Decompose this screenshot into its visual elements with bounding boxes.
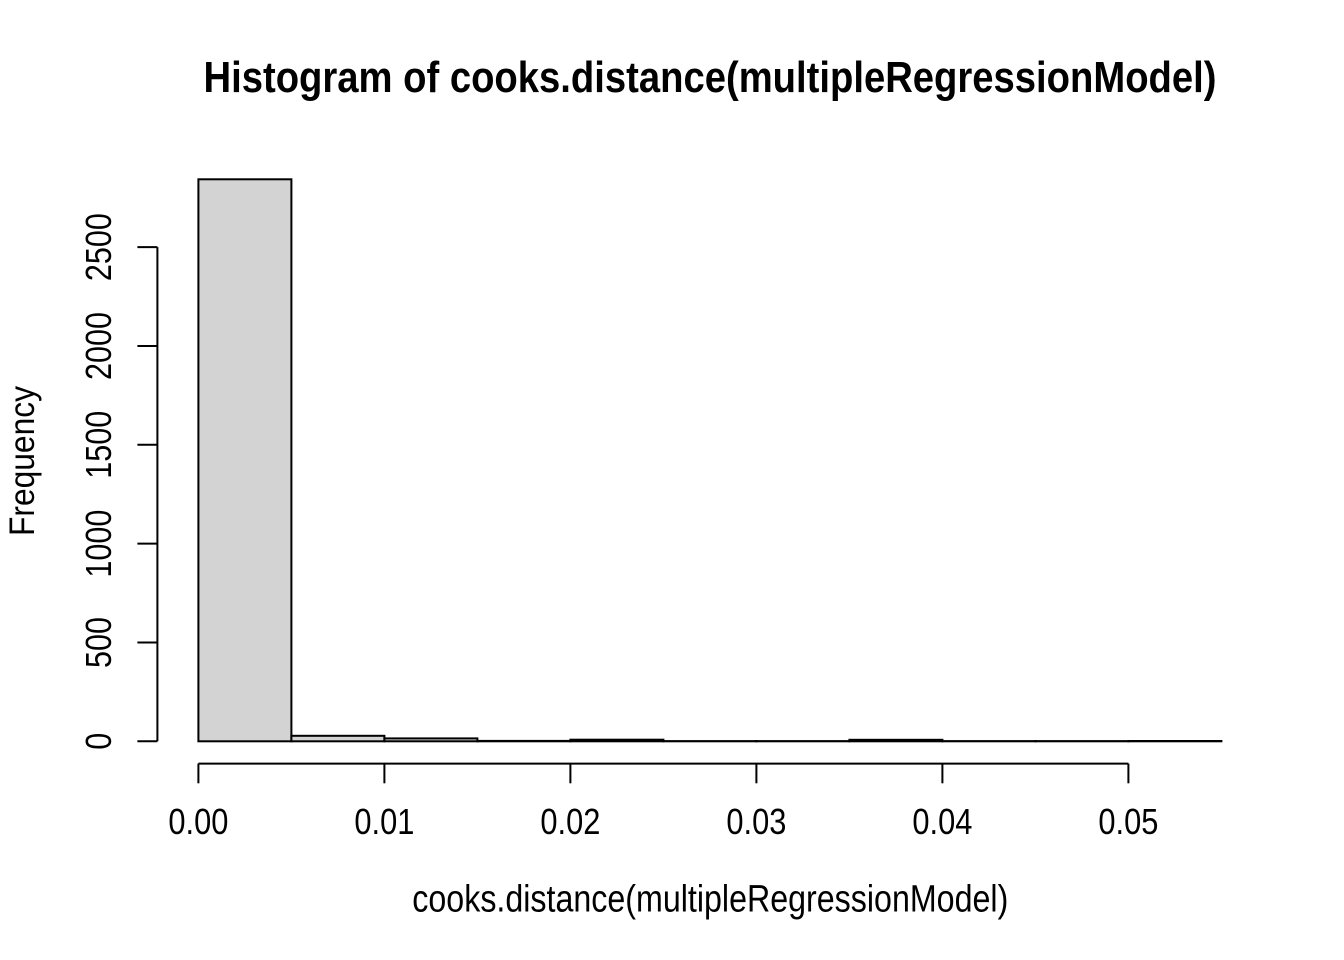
svg-text:0.05: 0.05 [1098, 801, 1158, 842]
svg-text:Frequency: Frequency [3, 386, 42, 536]
svg-text:0.02: 0.02 [540, 801, 600, 842]
svg-text:1000: 1000 [78, 510, 119, 578]
svg-text:0: 0 [78, 733, 119, 750]
svg-text:2500: 2500 [78, 213, 119, 281]
svg-text:0.01: 0.01 [354, 801, 414, 842]
svg-text:cooks.distance(multipleRegress: cooks.distance(multipleRegressionModel) [412, 879, 1008, 921]
svg-text:Histogram of cooks.distance(mu: Histogram of cooks.distance(multipleRegr… [204, 53, 1217, 102]
svg-text:0.04: 0.04 [912, 801, 972, 842]
svg-text:2000: 2000 [78, 312, 119, 380]
svg-text:500: 500 [78, 617, 119, 668]
svg-text:0.03: 0.03 [726, 801, 786, 842]
svg-text:1500: 1500 [78, 411, 119, 479]
svg-text:0.00: 0.00 [168, 801, 228, 842]
